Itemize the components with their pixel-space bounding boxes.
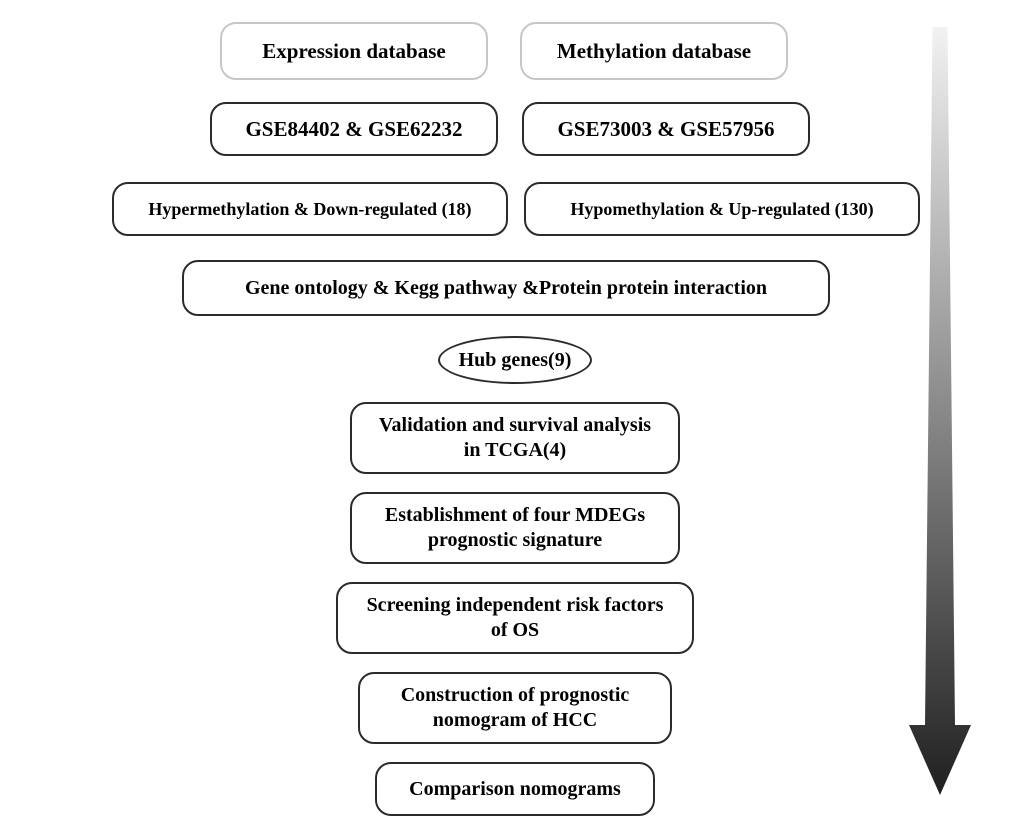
node-label: Hypomethylation & Up-regulated (130)	[570, 198, 873, 221]
node-label: GSE73003 & GSE57956	[557, 116, 774, 142]
node-methylation-gse: GSE73003 & GSE57956	[522, 102, 810, 156]
node-construction-nomogram: Construction of prognostic nomogram of H…	[358, 672, 672, 744]
node-label: Screening independent risk factors of OS	[367, 593, 664, 643]
node-expression-gse: GSE84402 & GSE62232	[210, 102, 498, 156]
node-label: GSE84402 & GSE62232	[245, 116, 462, 142]
node-hypermethylation-down: Hypermethylation & Down-regulated (18)	[112, 182, 508, 236]
node-hub-genes: Hub genes(9)	[438, 336, 592, 384]
node-screening-risk-factors: Screening independent risk factors of OS	[336, 582, 694, 654]
node-label: Gene ontology & Kegg pathway &Protein pr…	[245, 276, 767, 301]
node-establishment-mdegs: Establishment of four MDEGs prognostic s…	[350, 492, 680, 564]
node-validation-tcga: Validation and survival analysis in TCGA…	[350, 402, 680, 474]
node-label: Expression database	[262, 38, 445, 64]
node-label: Hub genes(9)	[459, 348, 572, 373]
flow-arrow-down-icon	[907, 25, 973, 799]
flowchart-canvas: Expression database Methylation database…	[0, 0, 1020, 827]
node-expression-database: Expression database	[220, 22, 488, 80]
node-hypomethylation-up: Hypomethylation & Up-regulated (130)	[524, 182, 920, 236]
node-label: Methylation database	[557, 38, 751, 64]
node-label: Hypermethylation & Down-regulated (18)	[148, 198, 471, 221]
node-label: Establishment of four MDEGs prognostic s…	[385, 503, 645, 553]
node-label: Construction of prognostic nomogram of H…	[401, 683, 630, 733]
node-label: Validation and survival analysis in TCGA…	[379, 413, 651, 463]
node-methylation-database: Methylation database	[520, 22, 788, 80]
node-comparison-nomograms: Comparison nomograms	[375, 762, 655, 816]
node-label: Comparison nomograms	[409, 777, 621, 802]
node-go-kegg-ppi: Gene ontology & Kegg pathway &Protein pr…	[182, 260, 830, 316]
